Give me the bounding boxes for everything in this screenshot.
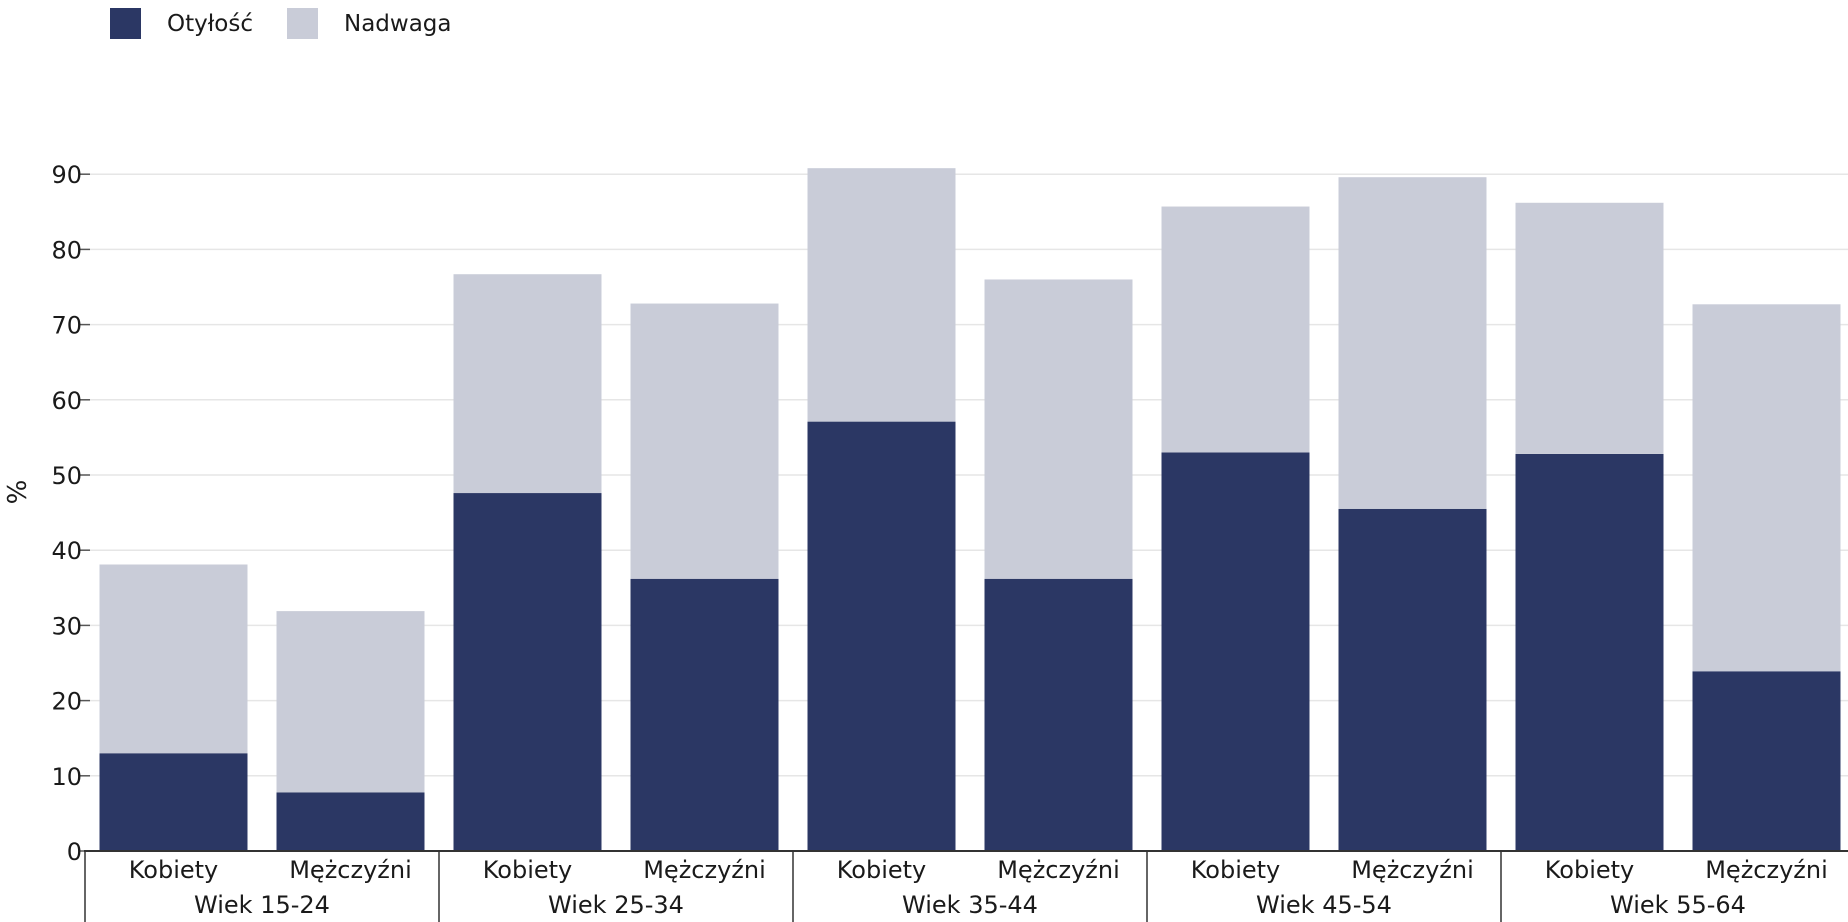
legend-item-obesity[interactable]: Otyłość <box>110 8 253 39</box>
bar-overweight[interactable] <box>99 564 248 754</box>
x-category-label: Mężczyźni <box>643 856 766 884</box>
bar-obesity[interactable] <box>1338 508 1487 851</box>
legend-label-overweight: Nadwaga <box>343 10 452 37</box>
bar-overweight[interactable] <box>1515 202 1664 454</box>
y-tick-label: 70 <box>51 312 82 340</box>
bar-obesity[interactable] <box>1692 671 1841 851</box>
bars <box>99 168 1841 851</box>
x-category-label: Mężczyźni <box>1351 856 1474 884</box>
x-category-label: Kobiety <box>483 856 573 884</box>
x-category-label: Mężczyźni <box>997 856 1120 884</box>
x-category-label: Kobiety <box>837 856 927 884</box>
chart-legend: Otyłość Nadwaga <box>110 8 485 39</box>
bar-obesity[interactable] <box>807 421 956 851</box>
bar-obesity[interactable] <box>99 753 248 851</box>
y-tick-label: 20 <box>51 688 82 716</box>
bar-overweight[interactable] <box>1338 177 1487 509</box>
x-group-label: Wiek 55-64 <box>1610 891 1746 919</box>
legend-swatch-overweight <box>286 8 318 39</box>
x-category-label: Kobiety <box>129 856 219 884</box>
x-category-label: Mężczyźni <box>1705 856 1828 884</box>
y-tick-label: 50 <box>51 462 82 490</box>
bar-obesity[interactable] <box>276 792 425 851</box>
x-group-label: Wiek 15-24 <box>194 891 330 919</box>
bar-obesity[interactable] <box>984 578 1133 851</box>
y-axis-ticks: 0 10 20 30 40 50 60 70 80 90 <box>51 161 90 866</box>
x-group-label: Wiek 35-44 <box>902 891 1038 919</box>
x-axis: Kobiety Mężczyźni Kobiety Mężczyźni Kobiety M… <box>84 850 1848 922</box>
legend-label-obesity: Otyłość <box>167 10 253 37</box>
bar-obesity[interactable] <box>453 493 602 851</box>
bar-overweight[interactable] <box>453 274 602 494</box>
bar-obesity[interactable] <box>1515 453 1664 851</box>
bar-overweight[interactable] <box>807 168 956 422</box>
y-tick-label: 60 <box>51 387 82 415</box>
y-tick-label: 80 <box>51 236 82 264</box>
x-category-label: Kobiety <box>1545 856 1635 884</box>
bar-overweight[interactable] <box>1161 206 1310 453</box>
x-group-label: Wiek 45-54 <box>1256 891 1392 919</box>
x-category-label: Mężczyźni <box>289 856 412 884</box>
x-category-label: Kobiety <box>1191 856 1281 884</box>
bar-overweight[interactable] <box>630 303 779 579</box>
x-group-label: Wiek 25-34 <box>548 891 684 919</box>
bar-overweight[interactable] <box>1692 304 1841 672</box>
y-tick-label: 30 <box>51 612 82 640</box>
legend-swatch-obesity <box>110 8 141 39</box>
bar-overweight[interactable] <box>984 279 1133 579</box>
y-tick-label: 40 <box>51 537 82 565</box>
y-tick-label: 0 <box>67 838 82 866</box>
bar-overweight[interactable] <box>276 611 425 793</box>
bar-obesity[interactable] <box>1161 452 1310 851</box>
legend-item-overweight[interactable]: Nadwaga <box>286 8 452 39</box>
y-tick-label: 90 <box>51 161 82 189</box>
y-tick-label: 10 <box>51 763 82 791</box>
y-axis-label: % <box>3 480 33 505</box>
bar-obesity[interactable] <box>630 578 779 851</box>
